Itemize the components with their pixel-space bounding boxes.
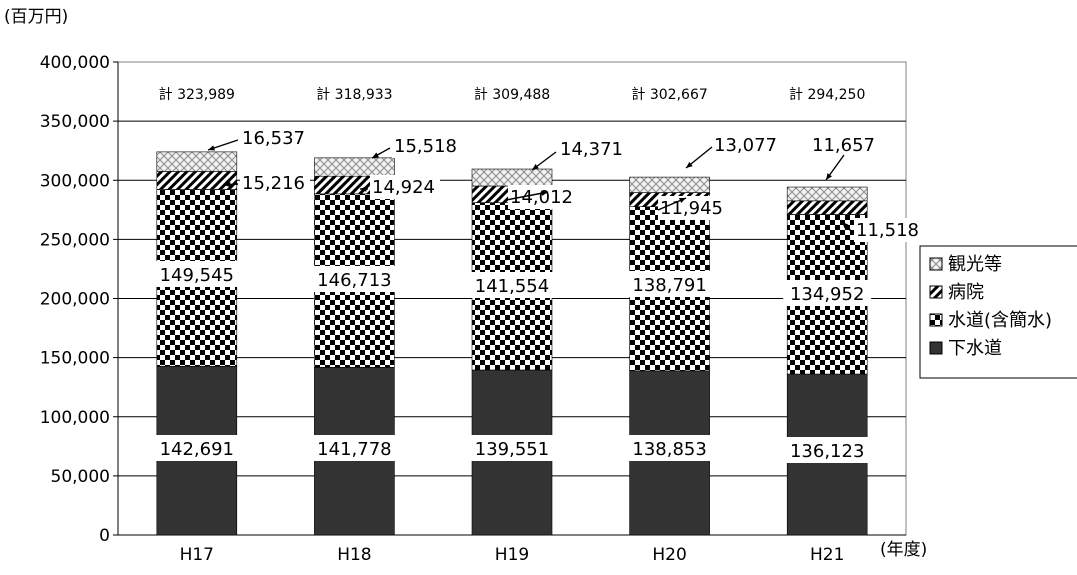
x-tick-label: H18 <box>337 545 371 565</box>
data-label-water: 146,713 <box>317 270 391 291</box>
data-label-sewer: 141,778 <box>317 439 391 460</box>
data-labels: 142,691 149,545 15,216 16,537 141,778 146,713… <box>152 126 924 463</box>
bar-2-H17 <box>156 171 238 190</box>
y-unit-label: (百万円) <box>4 7 68 27</box>
label-bg <box>658 196 728 220</box>
leader-arrowhead <box>224 181 231 188</box>
bar-3-H19 <box>471 168 553 187</box>
total-label: 計 302,667 <box>631 87 707 103</box>
legend-label-1: 水道(含簡水) <box>948 310 1052 331</box>
y-tick-label: 300,000 <box>40 171 110 191</box>
leader-arrowhead <box>826 173 832 180</box>
legend-label-2: 病院 <box>948 282 984 303</box>
data-label-water: 141,554 <box>475 276 549 297</box>
label-bg <box>240 126 310 150</box>
label-bg <box>783 280 872 306</box>
leader-arrowhead <box>686 161 693 168</box>
legend-swatch-3 <box>929 257 943 271</box>
data-label-sewer: 138,853 <box>632 439 706 460</box>
data-label-hospital: 14,012 <box>510 187 573 208</box>
y-axis: 0 50,000 100,000 150,000 200,000 250,000 300,0… <box>40 53 119 546</box>
bar-2-H21 <box>786 200 868 215</box>
leader-arrowhead <box>360 186 367 192</box>
leader-arrowhead <box>541 190 548 196</box>
y-tick-label: 400,000 <box>40 53 110 73</box>
x-axis: H17 H18 H19 H20 H21 <box>118 534 906 565</box>
data-label-tourism: 11,657 <box>812 135 875 156</box>
label-bg <box>854 218 924 242</box>
leader-arrowhead <box>842 222 849 229</box>
x-tick-label: H21 <box>810 545 844 565</box>
label-bg <box>558 137 628 161</box>
y-tick-label: 0 <box>99 526 110 546</box>
x-tick-label: H19 <box>495 545 529 565</box>
leader-arrowhead <box>372 152 379 158</box>
data-label-tourism: 16,537 <box>242 128 305 149</box>
label-bg <box>152 261 241 287</box>
label-bg <box>468 435 556 461</box>
label-bg <box>468 272 556 298</box>
data-label-sewer: 136,123 <box>790 441 864 462</box>
leader-line <box>505 191 549 201</box>
data-label-water: 138,791 <box>632 275 706 296</box>
total-label: 計 318,933 <box>316 87 392 103</box>
legend-box <box>919 245 1077 379</box>
label-bg <box>625 435 714 461</box>
total-label: 計 309,488 <box>474 87 550 103</box>
total-label: 計 323,989 <box>159 87 235 103</box>
data-label-sewer: 142,691 <box>160 439 234 460</box>
y-tick-label: 50,000 <box>51 467 110 487</box>
bar-3-H18 <box>314 157 395 177</box>
leader-arrowhead <box>679 198 686 204</box>
data-label-hospital: 11,945 <box>660 198 723 219</box>
total-labels: 計 323,989 計 318,933 計 309,488 計 302,667 計 29… <box>159 87 866 103</box>
label-bg <box>310 435 399 461</box>
legend-swatch-1 <box>929 313 943 327</box>
bar-3-H20 <box>629 176 710 193</box>
label-bg <box>810 133 880 157</box>
label-bg <box>310 266 399 292</box>
label-bg <box>370 175 440 199</box>
data-label-sewer: 139,551 <box>475 439 549 460</box>
data-label-water: 134,952 <box>790 284 864 305</box>
y-tick-label: 350,000 <box>40 112 110 132</box>
total-label: 計 294,250 <box>789 87 865 103</box>
leader-arrowhead <box>532 163 539 170</box>
legend-swatch-2 <box>929 285 943 299</box>
bar-3-H17 <box>156 151 238 172</box>
data-label-tourism: 13,077 <box>714 135 777 156</box>
y-tick-label: 200,000 <box>40 290 110 310</box>
x-tick-label: H20 <box>652 545 686 565</box>
x-tick-label: H17 <box>180 545 214 565</box>
label-bg <box>392 134 462 158</box>
label-bg <box>712 133 782 157</box>
bar-3-H21 <box>786 186 868 202</box>
data-label-hospital: 15,216 <box>242 173 305 194</box>
x-unit-label: (年度) <box>880 540 927 560</box>
legend-label-3: 観光等 <box>948 254 1002 275</box>
label-bg <box>152 435 241 461</box>
label-bg <box>625 271 714 297</box>
data-label-tourism: 15,518 <box>394 136 457 157</box>
legend-label-0: 下水道 <box>948 338 1002 359</box>
label-bg <box>783 437 872 463</box>
y-tick-label: 100,000 <box>40 408 110 428</box>
label-bg <box>240 171 310 195</box>
leader-arrowhead <box>208 145 215 151</box>
data-label-water: 149,545 <box>160 265 234 286</box>
data-label-tourism: 14,371 <box>560 139 623 160</box>
data-label-hospital: 14,924 <box>372 177 435 198</box>
y-tick-label: 250,000 <box>40 230 110 250</box>
legend-swatch-0 <box>929 341 943 355</box>
y-tick-label: 150,000 <box>40 349 110 369</box>
data-label-hospital: 11,518 <box>856 220 919 241</box>
